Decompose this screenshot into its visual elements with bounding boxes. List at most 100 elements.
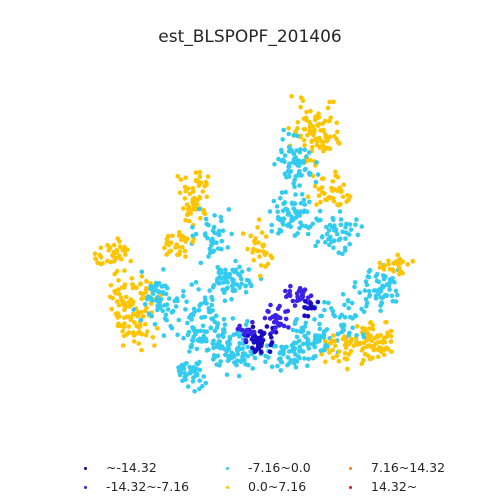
map-point xyxy=(268,302,273,308)
map-point xyxy=(257,273,263,279)
map-point xyxy=(100,261,105,266)
map-point xyxy=(243,283,248,289)
map-point xyxy=(312,334,318,340)
map-point xyxy=(207,246,213,252)
map-point xyxy=(235,358,240,364)
map-point xyxy=(239,269,245,275)
map-point xyxy=(169,310,175,315)
map-point xyxy=(122,315,127,321)
map-point xyxy=(301,127,307,132)
map-point xyxy=(369,338,374,344)
map-point xyxy=(378,308,383,314)
map-point xyxy=(143,322,148,327)
map-point xyxy=(162,303,167,308)
map-point xyxy=(280,137,286,142)
map-point xyxy=(355,232,361,238)
map-point xyxy=(248,349,253,354)
map-point xyxy=(250,324,256,330)
map-point xyxy=(212,328,218,334)
map-point xyxy=(217,281,222,286)
map-point xyxy=(177,190,183,196)
map-point xyxy=(184,372,189,378)
map-point xyxy=(210,238,216,244)
map-point xyxy=(292,357,298,363)
map-point xyxy=(180,245,185,250)
map-point xyxy=(279,190,285,195)
map-point xyxy=(284,207,290,212)
map-point xyxy=(279,216,284,222)
map-point xyxy=(324,327,330,332)
map-point xyxy=(318,199,323,205)
map-point xyxy=(179,367,184,372)
map-point xyxy=(145,329,150,334)
map-point xyxy=(302,202,308,207)
map-point xyxy=(332,343,338,349)
map-point xyxy=(313,137,318,142)
map-point xyxy=(334,120,340,126)
map-point xyxy=(291,151,297,157)
map-point xyxy=(160,289,166,295)
map-point xyxy=(328,341,333,346)
legend-label: 0.0~7.16 xyxy=(248,479,307,494)
map-point xyxy=(303,334,308,340)
map-point xyxy=(182,196,188,201)
map-point xyxy=(346,332,352,338)
map-point xyxy=(347,222,353,227)
map-point xyxy=(331,333,336,338)
map-point xyxy=(302,167,308,172)
map-point xyxy=(311,133,316,138)
map-point xyxy=(285,292,291,298)
map-point xyxy=(327,194,333,200)
map-point xyxy=(283,316,289,322)
map-point xyxy=(139,347,144,353)
map-point xyxy=(297,183,302,188)
map-point xyxy=(124,294,129,300)
map-point xyxy=(387,267,393,272)
map-point xyxy=(123,304,129,309)
map-point xyxy=(187,218,192,224)
map-point xyxy=(239,358,244,363)
map-point xyxy=(259,343,264,349)
map-point xyxy=(201,333,207,339)
map-point xyxy=(340,229,346,235)
map-point xyxy=(354,217,359,222)
map-point xyxy=(310,341,316,347)
map-point xyxy=(244,327,250,333)
map-point xyxy=(388,328,394,334)
map-point xyxy=(185,212,190,218)
map-point xyxy=(143,333,149,338)
map-point xyxy=(218,214,224,220)
map-point xyxy=(220,228,226,233)
map-point xyxy=(221,334,226,340)
map-point xyxy=(211,282,217,288)
legend-swatch xyxy=(84,486,87,489)
map-point xyxy=(323,146,329,151)
map-point xyxy=(308,108,313,114)
map-point xyxy=(152,343,157,348)
map-point xyxy=(315,172,321,177)
map-point xyxy=(336,349,342,354)
map-point xyxy=(203,297,208,303)
map-point xyxy=(149,313,154,319)
map-point xyxy=(258,263,264,268)
map-point xyxy=(221,280,226,285)
map-point xyxy=(134,323,139,329)
map-point xyxy=(122,321,127,327)
legend-swatch xyxy=(226,486,229,489)
map-point xyxy=(271,319,277,325)
map-point xyxy=(286,222,292,228)
map-point xyxy=(248,233,253,239)
map-point xyxy=(317,208,323,214)
map-point xyxy=(316,193,322,198)
map-point xyxy=(227,271,233,277)
map-point xyxy=(138,323,143,329)
map-point xyxy=(131,339,137,344)
map-point xyxy=(284,344,289,350)
map-point xyxy=(340,251,345,257)
map-point xyxy=(313,353,318,359)
map-point xyxy=(305,194,311,199)
map-point xyxy=(135,309,141,315)
map-point xyxy=(361,357,366,363)
map-point xyxy=(307,119,312,125)
map-point xyxy=(344,199,349,204)
